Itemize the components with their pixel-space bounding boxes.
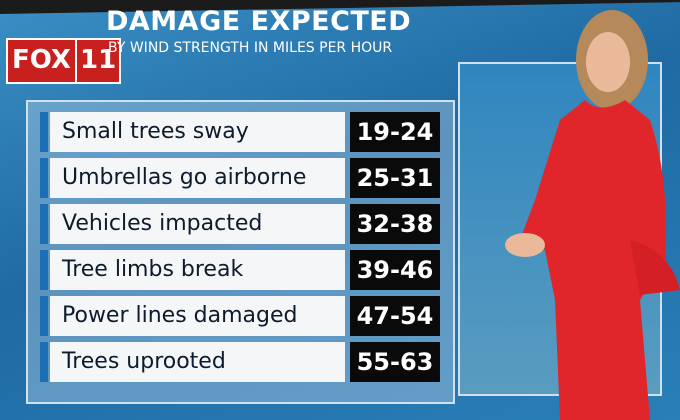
row-stripe: [40, 112, 48, 152]
row-range: 55-63: [350, 342, 440, 382]
row-stripe: [40, 158, 48, 198]
table-row: Tree limbs break 39-46: [40, 250, 440, 290]
logo-text: FOX: [8, 40, 75, 82]
table-row: Trees uprooted 55-63: [40, 342, 440, 382]
dress: [520, 100, 666, 420]
logo: FOX 11: [6, 38, 122, 84]
row-stripe: [40, 296, 48, 336]
row-label: Trees uprooted: [50, 342, 345, 382]
face: [586, 32, 630, 92]
row-label: Vehicles impacted: [50, 204, 345, 244]
hands: [505, 233, 545, 257]
table-row: Vehicles impacted 32-38: [40, 204, 440, 244]
table-row: Small trees sway 19-24: [40, 112, 440, 152]
table-row: Power lines damaged 47-54: [40, 296, 440, 336]
logo-number: 11: [74, 40, 120, 82]
row-label: Tree limbs break: [50, 250, 345, 290]
row-stripe: [40, 342, 48, 382]
table-row: Umbrellas go airborne 25-31: [40, 158, 440, 198]
subtitle: BY WIND STRENGTH IN MILES PER HOUR: [108, 40, 393, 56]
row-range: 47-54: [350, 296, 440, 336]
row-label: Power lines damaged: [50, 296, 345, 336]
row-range: 25-31: [350, 158, 440, 198]
title: DAMAGE EXPECTED: [106, 6, 412, 37]
row-range: 19-24: [350, 112, 440, 152]
row-range: 39-46: [350, 250, 440, 290]
row-label: Umbrellas go airborne: [50, 158, 345, 198]
row-label: Small trees sway: [50, 112, 345, 152]
sleeve: [630, 240, 680, 295]
row-range: 32-38: [350, 204, 440, 244]
row-stripe: [40, 250, 48, 290]
row-stripe: [40, 204, 48, 244]
